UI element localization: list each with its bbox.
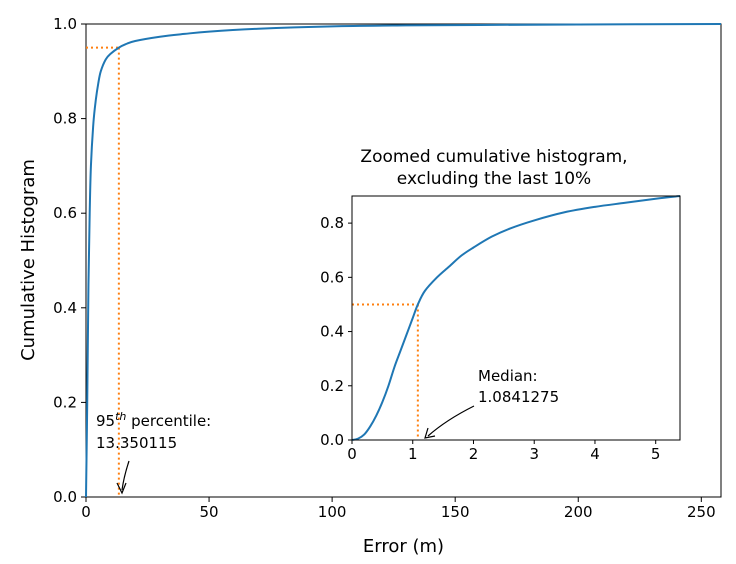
median-annotation-label: Median:	[478, 367, 538, 385]
main-plot: 0 50 100 150 200 250 0.00.20.40.60.81.0 Error…	[18, 15, 722, 557]
inset-y-axis: 0.0 0.2 0.4 0.6 0.8	[320, 214, 352, 449]
inset-y-tick-label: 0.8	[320, 214, 344, 232]
main-y-tick-label: 0.0	[53, 488, 77, 506]
percentile-annotation-value: 13.350115	[96, 434, 177, 452]
inset-plot: Zoomed cumulative histogram, excluding t…	[320, 147, 681, 463]
percentile-annotation-label: 95th percentile:	[96, 410, 211, 430]
inset-y-tick-label: 0.0	[320, 431, 344, 449]
main-plot-frame	[85, 23, 722, 498]
inset-x-tick-label: 4	[590, 445, 600, 463]
main-x-tick-label: 50	[200, 503, 219, 521]
median-marker	[352, 303, 419, 440]
main-y-tick-label: 1.0	[53, 15, 77, 33]
percentile-marker	[86, 46, 120, 497]
main-x-tick-label: 150	[441, 503, 470, 521]
inset-x-tick-label: 2	[469, 445, 479, 463]
inset-x-tick-label: 3	[529, 445, 539, 463]
median-annotation-value: 1.0841275	[478, 388, 559, 406]
inset-x-tick-label: 0	[347, 445, 357, 463]
main-y-tick-label: 0.2	[53, 393, 77, 411]
main-x-tick-label: 250	[687, 503, 716, 521]
main-x-axis: 0 50 100 150 200 250	[81, 497, 716, 521]
inset-background	[352, 196, 680, 440]
inset-x-tick-label: 5	[651, 445, 661, 463]
percentile-annotation-arrow	[116, 460, 130, 495]
main-y-axis-label: Cumulative Histogram	[18, 159, 39, 361]
inset-title-line2: excluding the last 10%	[397, 169, 591, 189]
main-x-axis-label: Error (m)	[363, 536, 444, 557]
inset-plot-frame	[351, 195, 681, 441]
inset-x-axis: 0 1 2 3 4 5	[347, 440, 660, 463]
inset-x-tick-label: 1	[408, 445, 418, 463]
inset-y-tick-label: 0.2	[320, 377, 344, 395]
main-y-tick-label: 0.4	[53, 299, 77, 317]
main-y-axis: 0.0 0.2 0.4 0.6 0.8 1.0	[53, 15, 86, 506]
median-annotation-arrow	[424, 405, 475, 439]
main-y-tick-label: 0.6	[53, 204, 77, 222]
inset-y-tick-label: 0.6	[320, 268, 344, 286]
inset-title-line1: Zoomed cumulative histogram,	[360, 147, 627, 167]
inset-cdf-line	[351, 195, 681, 441]
main-x-tick-label: 100	[318, 503, 347, 521]
main-x-tick-label: 0	[81, 503, 91, 521]
inset-y-tick-label: 0.4	[320, 323, 344, 341]
main-x-tick-label: 200	[564, 503, 593, 521]
main-cdf-line	[85, 23, 722, 498]
main-y-tick-label: 0.8	[53, 110, 77, 128]
